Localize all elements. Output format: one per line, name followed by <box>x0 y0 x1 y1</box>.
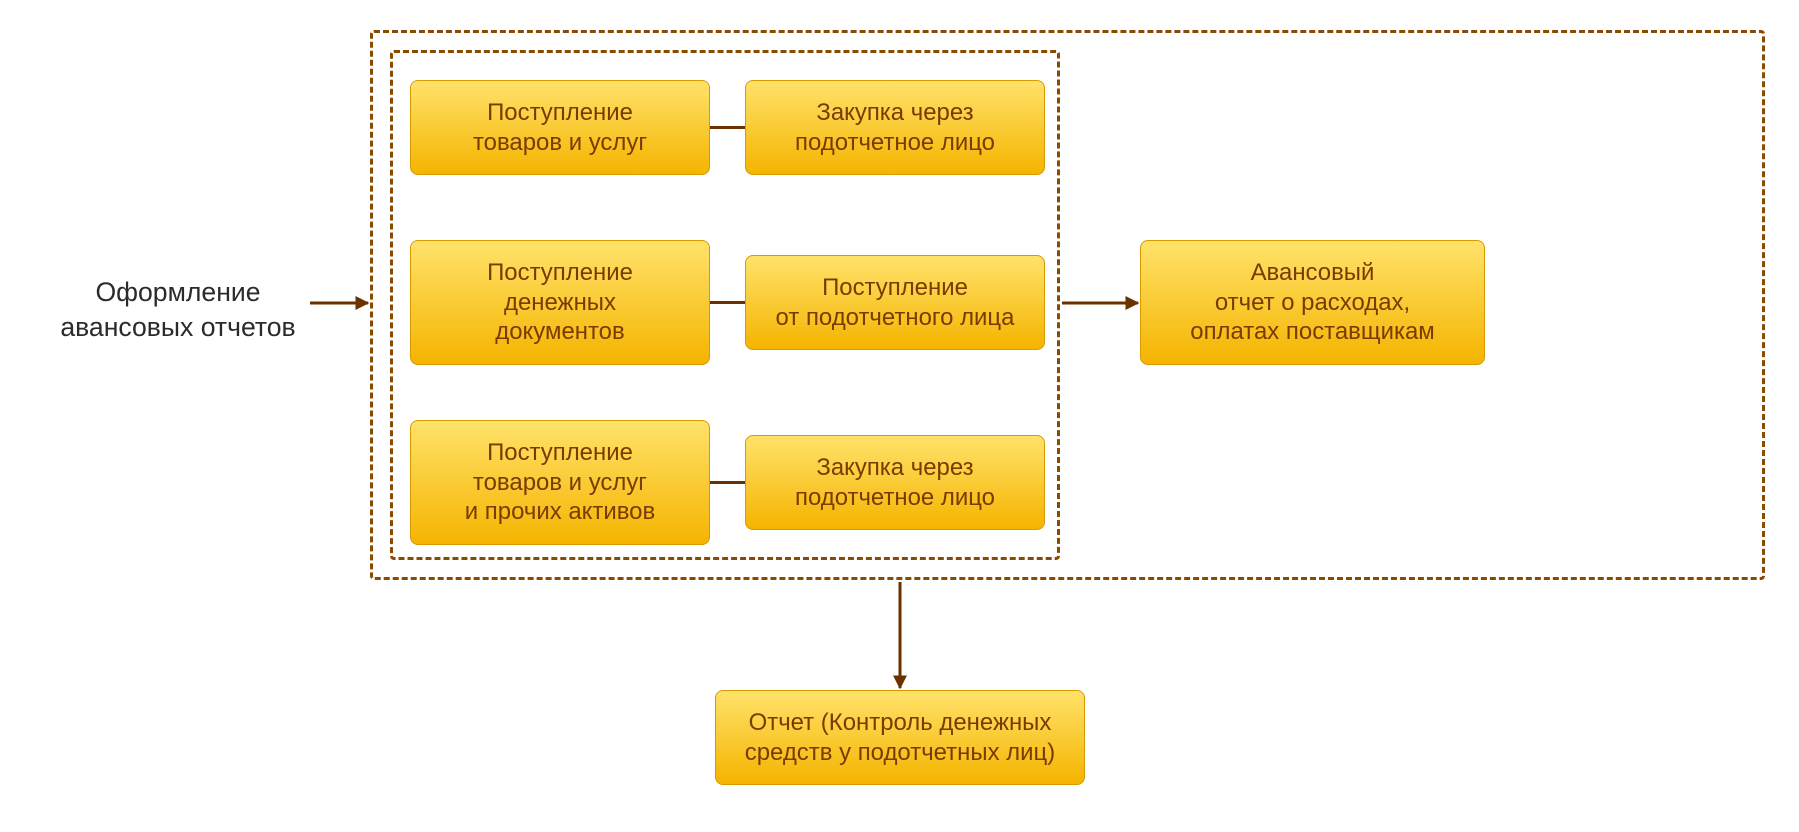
node-purchase-2: Закупка через подотчетное лицо <box>745 435 1045 530</box>
node-goods-receipt: Поступление товаров и услуг <box>410 80 710 175</box>
external-label: Оформление авансовых отчетов <box>48 275 308 344</box>
diagram-canvas: Оформление авансовых отчетов Поступление… <box>0 0 1799 832</box>
node-goods-assets: Поступление товаров и услуг и прочих акт… <box>410 420 710 545</box>
node-receipt-accountable: Поступление от подотчетного лица <box>745 255 1045 350</box>
node-control-report: Отчет (Контроль денежных средств у подот… <box>715 690 1085 785</box>
node-purchase-1: Закупка через подотчетное лицо <box>745 80 1045 175</box>
node-advance-report: Авансовый отчет о расходах, оплатах пост… <box>1140 240 1485 365</box>
node-money-docs: Поступление денежных документов <box>410 240 710 365</box>
